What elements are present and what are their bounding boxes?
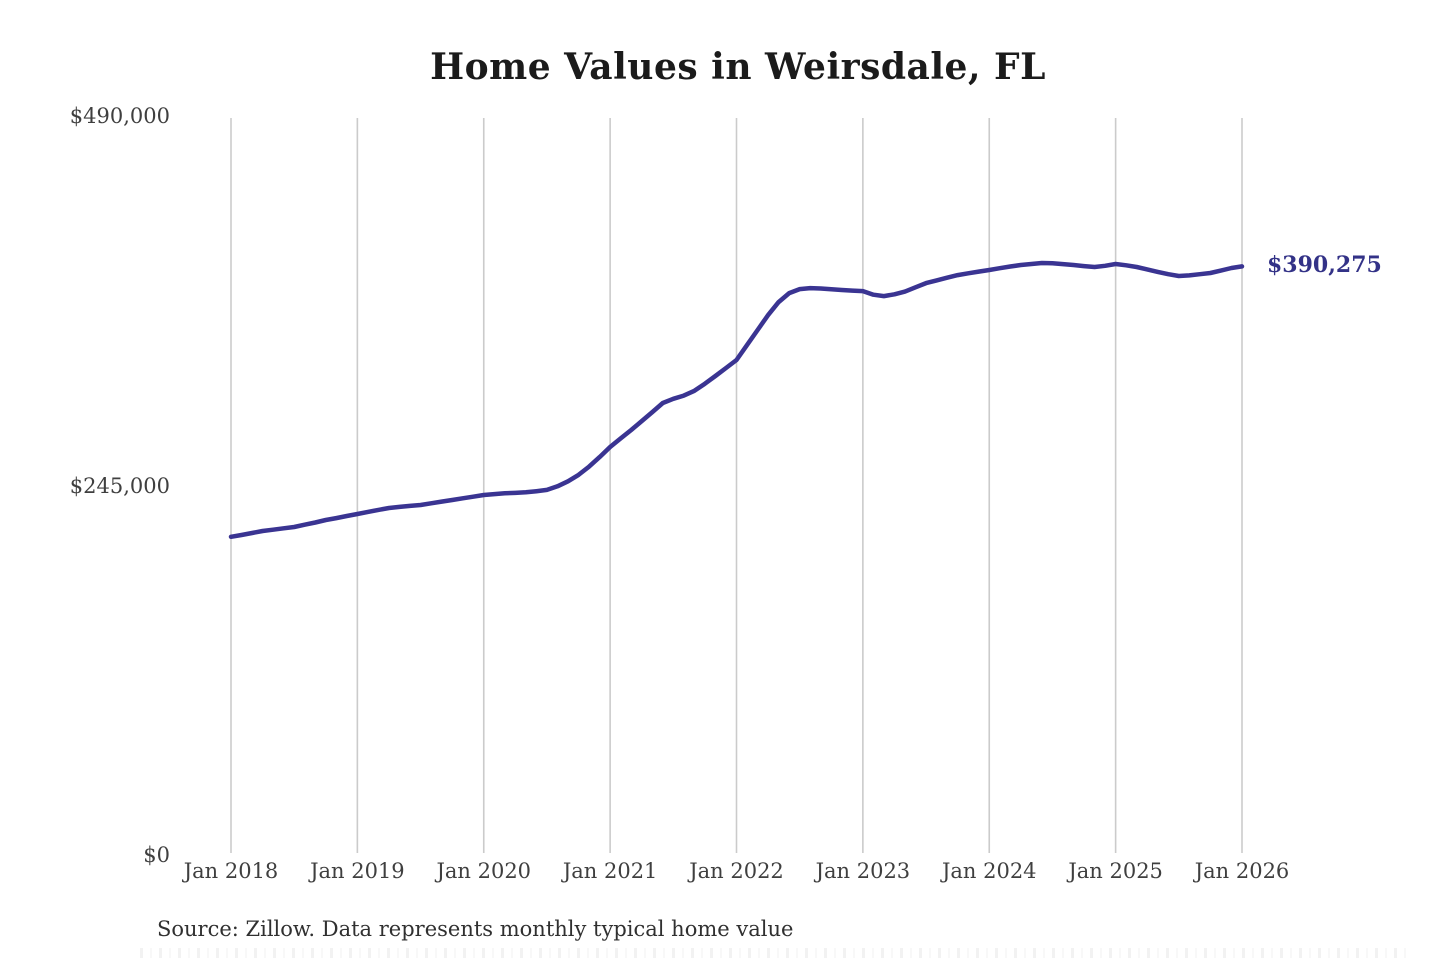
current-value-label: $390,275	[1267, 252, 1382, 279]
x-tick-label: Jan 2018	[183, 859, 279, 883]
x-tick-label: Jan 2025	[1068, 859, 1163, 883]
x-tick-label: Jan 2024	[941, 859, 1037, 883]
x-tick-label: Jan 2026	[1194, 859, 1290, 883]
x-tick-label: Jan 2019	[310, 859, 405, 883]
y-tick-label: $0	[143, 843, 170, 867]
y-tick-label: $490,000	[69, 104, 170, 128]
x-tick-label: Jan 2023	[815, 859, 911, 883]
chart-title: Home Values in Weirsdale, FL	[430, 46, 1046, 88]
x-tick-label: Jan 2020	[436, 859, 532, 883]
x-tick-label: Jan 2022	[689, 859, 784, 883]
home-value-line	[228, 260, 1245, 540]
x-tick-label: Jan 2021	[562, 859, 658, 883]
cropped-text-remnant	[140, 948, 1410, 958]
y-tick-label: $245,000	[69, 473, 170, 498]
source-note: Source: Zillow. Data represents monthly …	[157, 917, 794, 941]
